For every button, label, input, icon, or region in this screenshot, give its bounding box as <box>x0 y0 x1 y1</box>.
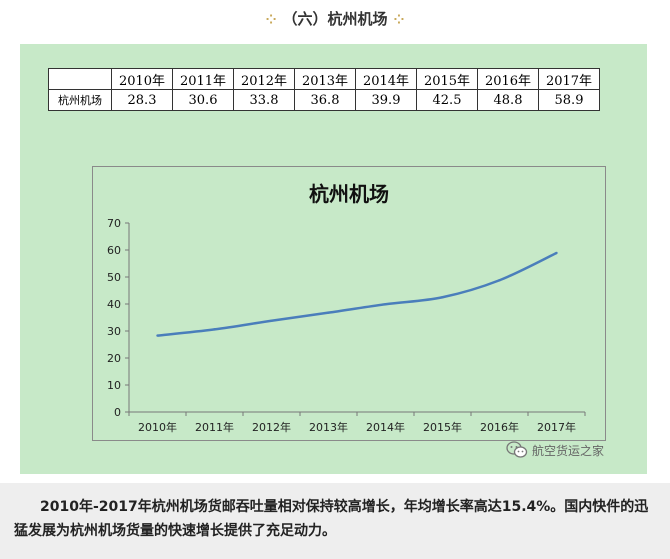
y-tick-label: 40 <box>107 298 121 311</box>
y-tick-label: 0 <box>114 406 121 419</box>
x-tick-label: 2016年 <box>480 420 519 434</box>
x-tick-label: 2013年 <box>309 420 348 434</box>
value-cell: 39.9 <box>355 89 417 111</box>
y-tick-label: 30 <box>107 325 121 338</box>
caption-box: 2010年-2017年杭州机场货邮吞吐量相对保持较高增长，年均增长率高达15.4… <box>0 483 670 559</box>
y-tick-label: 10 <box>107 379 121 392</box>
x-axis: 2010年 2011年 2012年 2013年 2014年 2015年 2016年 2017年 <box>128 411 586 434</box>
content-panel: 2010年 2011年 2012年 2013年 2014年 2015年 2016… <box>20 44 647 474</box>
x-tick-label: 2015年 <box>423 420 462 434</box>
data-point <box>555 251 558 255</box>
x-tick-label: 2010年 <box>138 420 177 434</box>
series-line <box>157 251 558 337</box>
x-tick-label: 2017年 <box>537 420 576 434</box>
y-tick-label: 20 <box>107 352 121 365</box>
year-header-cell: 2013年 <box>294 68 356 90</box>
table-corner-cell <box>48 68 112 90</box>
value-cell: 33.8 <box>233 89 295 111</box>
ornament-icon: ⁘ <box>393 13 405 28</box>
watermark-text: 航空货运之家 <box>532 443 605 458</box>
year-header-cell: 2010年 <box>111 68 173 90</box>
value-cell: 36.8 <box>294 89 356 111</box>
row-label-cell: 杭州机场 <box>48 89 112 111</box>
year-header-cell: 2011年 <box>172 68 234 90</box>
caption-text: 2010年-2017年杭州机场货邮吞吐量相对保持较高增长，年均增长率高达15.4… <box>14 499 649 539</box>
year-header-cell: 2017年 <box>538 68 600 90</box>
wechat-icon <box>506 441 528 458</box>
data-point <box>384 303 387 306</box>
y-tick-label: 60 <box>107 244 121 257</box>
data-table: 2010年 2011年 2012年 2013年 2014年 2015年 2016… <box>48 68 600 111</box>
data-point <box>441 296 444 299</box>
heading-text: （六）杭州机场 <box>282 10 388 28</box>
data-point <box>270 319 273 322</box>
ornament-icon: ⁘ <box>265 13 277 28</box>
x-tick-label: 2014年 <box>366 420 405 434</box>
value-cell: 28.3 <box>111 89 173 111</box>
section-heading: ⁘ （六）杭州机场 ⁘ <box>0 8 670 29</box>
chart-svg: 杭州机场 0 10 20 30 40 50 60 70 2010年 2011年 2012年 2013… <box>107 182 586 434</box>
y-tick-label: 50 <box>107 271 121 284</box>
y-tick-label: 70 <box>107 217 121 230</box>
data-point <box>156 334 159 337</box>
data-point <box>213 328 216 331</box>
value-cell: 58.9 <box>538 89 600 111</box>
value-cell: 30.6 <box>172 89 234 111</box>
year-header-cell: 2014年 <box>355 68 417 90</box>
y-axis: 0 10 20 30 40 50 60 70 <box>107 217 130 419</box>
x-tick-label: 2012年 <box>252 420 291 434</box>
year-header-cell: 2016年 <box>477 68 539 90</box>
year-header-cell: 2015年 <box>416 68 478 90</box>
year-header-cell: 2012年 <box>233 68 295 90</box>
chart-title: 杭州机场 <box>309 182 389 206</box>
data-point <box>498 279 501 282</box>
x-tick-label: 2011年 <box>195 420 234 434</box>
series-layer <box>156 251 558 337</box>
watermark: 航空货运之家 <box>506 441 604 459</box>
table-row: 杭州机场 28.3 30.6 33.8 36.8 39.9 42.5 48.8 … <box>48 89 600 111</box>
value-cell: 48.8 <box>477 89 539 111</box>
data-point <box>327 311 330 314</box>
line-chart: 杭州机场 0 10 20 30 40 50 60 70 2010年 2011年 2012年 2013… <box>92 166 606 441</box>
table-header-row: 2010年 2011年 2012年 2013年 2014年 2015年 2016… <box>48 68 600 90</box>
value-cell: 42.5 <box>416 89 478 111</box>
